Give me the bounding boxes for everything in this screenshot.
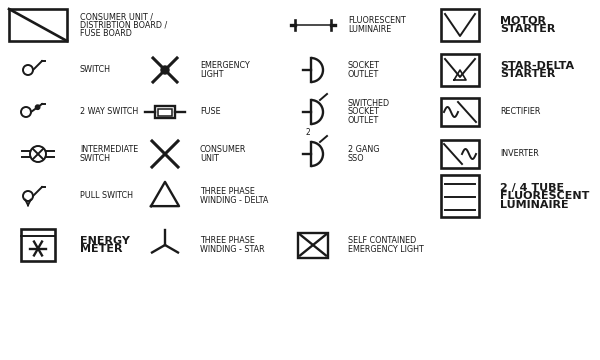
Bar bbox=[441, 175, 479, 217]
Text: MOTOR: MOTOR bbox=[500, 16, 546, 26]
Bar bbox=[9, 9, 67, 41]
Text: RECTIFIER: RECTIFIER bbox=[500, 108, 541, 117]
Text: STARTER: STARTER bbox=[500, 69, 556, 79]
Text: SWITCHED: SWITCHED bbox=[348, 99, 390, 108]
Text: INTERMEDIATE: INTERMEDIATE bbox=[80, 145, 138, 154]
Text: SOCKET: SOCKET bbox=[348, 108, 380, 117]
Bar bbox=[155, 106, 175, 118]
Text: LUMINAIRE: LUMINAIRE bbox=[348, 25, 391, 34]
Text: 2 GANG: 2 GANG bbox=[348, 145, 380, 154]
Text: THREE PHASE: THREE PHASE bbox=[200, 187, 255, 196]
Text: CONSUMER UNIT /: CONSUMER UNIT / bbox=[80, 12, 153, 21]
Text: SWITCH: SWITCH bbox=[80, 66, 111, 75]
Text: STAR-DELTA: STAR-DELTA bbox=[500, 61, 574, 71]
Text: FLUORESCENT: FLUORESCENT bbox=[348, 16, 406, 25]
Text: FUSE: FUSE bbox=[200, 108, 221, 117]
Text: LUMINAIRE: LUMINAIRE bbox=[500, 199, 569, 210]
Text: OUTLET: OUTLET bbox=[348, 70, 379, 79]
Text: OUTLET: OUTLET bbox=[348, 116, 379, 125]
Text: EMERGENCY LIGHT: EMERGENCY LIGHT bbox=[348, 245, 424, 254]
Text: SWITCH: SWITCH bbox=[80, 154, 111, 163]
Text: PULL SWITCH: PULL SWITCH bbox=[80, 192, 133, 201]
Bar bbox=[298, 233, 328, 257]
Bar bbox=[158, 108, 172, 116]
Circle shape bbox=[35, 105, 40, 109]
Text: SOCKET: SOCKET bbox=[348, 61, 380, 70]
Text: 2 / 4 TUBE: 2 / 4 TUBE bbox=[500, 183, 564, 193]
Text: 2 WAY SWITCH: 2 WAY SWITCH bbox=[80, 108, 138, 117]
Text: 2: 2 bbox=[305, 128, 310, 137]
Text: DISTRIBTION BOARD /: DISTRIBTION BOARD / bbox=[80, 21, 167, 30]
Text: SELF CONTAINED: SELF CONTAINED bbox=[348, 236, 416, 245]
Text: EMERGENCY: EMERGENCY bbox=[200, 61, 250, 70]
Bar bbox=[21, 229, 55, 261]
Text: CONSUMER: CONSUMER bbox=[200, 145, 247, 154]
Text: ENERGY: ENERGY bbox=[80, 236, 130, 246]
Text: STARTER: STARTER bbox=[500, 24, 556, 34]
Text: UNIT: UNIT bbox=[200, 154, 219, 163]
Text: INVERTER: INVERTER bbox=[500, 149, 539, 158]
Bar bbox=[441, 9, 479, 41]
Text: THREE PHASE: THREE PHASE bbox=[200, 236, 255, 245]
Text: FLUORESCENT: FLUORESCENT bbox=[500, 191, 589, 201]
Bar bbox=[441, 98, 479, 126]
Bar bbox=[441, 54, 479, 86]
Text: METER: METER bbox=[80, 244, 122, 254]
Text: WINDING - DELTA: WINDING - DELTA bbox=[200, 196, 268, 205]
Bar bbox=[441, 140, 479, 168]
Text: WINDING - STAR: WINDING - STAR bbox=[200, 245, 265, 254]
Text: LIGHT: LIGHT bbox=[200, 70, 223, 79]
Text: FUSE BOARD: FUSE BOARD bbox=[80, 29, 132, 38]
Circle shape bbox=[161, 66, 169, 74]
Text: SSO: SSO bbox=[348, 154, 365, 163]
